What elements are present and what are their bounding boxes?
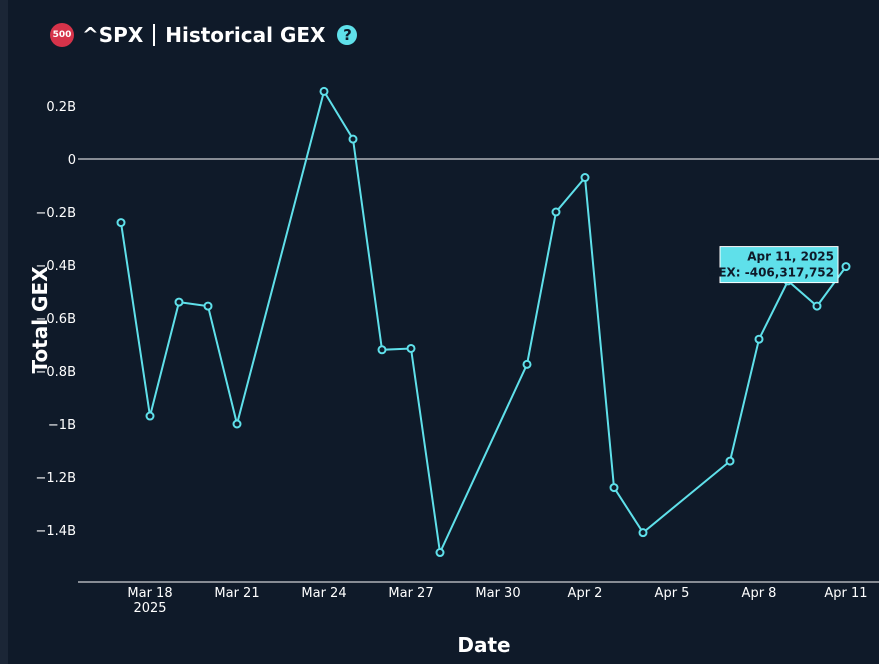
header-divider <box>153 24 156 46</box>
chart-header: 500 ^SPX Historical GEX ? <box>50 20 358 50</box>
data-point-marker[interactable] <box>116 218 126 228</box>
tooltip-box <box>719 246 839 284</box>
data-point-marker[interactable] <box>348 134 358 144</box>
y-tick-label: −1.4B <box>36 524 77 539</box>
chart-title: Historical GEX <box>165 23 326 47</box>
x-tick-label: Mar 24 <box>301 586 346 601</box>
x-tick-label: Mar 27 <box>388 586 433 601</box>
question-circle-icon[interactable]: ? <box>337 25 358 45</box>
data-point-marker[interactable] <box>551 207 561 217</box>
x-tick-label: Mar 30 <box>475 586 520 601</box>
y-tick-label: −0.2B <box>36 206 77 221</box>
x-tick-label: Mar 21 <box>214 586 259 601</box>
x-tick-label: Apr 2 <box>568 586 603 601</box>
y-axis-title: Total GEX <box>28 266 52 374</box>
x-tick-label: Apr 11 <box>824 586 867 601</box>
data-point-marker[interactable] <box>377 345 387 355</box>
gex-series-markers[interactable] <box>116 86 851 558</box>
x-tick-label: Apr 8 <box>742 586 777 601</box>
left-rail <box>0 0 8 664</box>
data-point-marker[interactable] <box>580 173 590 183</box>
y-tick-label: 0 <box>68 153 76 168</box>
data-point-marker[interactable] <box>406 343 416 353</box>
y-tick-label: −0.4B <box>36 259 77 274</box>
sp500-badge: 500 <box>50 23 74 47</box>
data-point-marker[interactable] <box>522 359 532 369</box>
hover-tooltip: Apr 11, 2025 GEX: -406,317,752 <box>708 246 839 284</box>
x-tick-label: Mar 18 <box>127 586 172 601</box>
tooltip-value: GEX: -406,317,752 <box>708 266 834 280</box>
y-tick-label: −0.8B <box>36 365 77 380</box>
x-tick-sublabel: 2025 <box>133 601 166 616</box>
ticker-symbol: ^SPX <box>82 23 144 47</box>
data-point-marker[interactable] <box>203 301 213 311</box>
data-point-marker[interactable] <box>174 297 184 307</box>
data-point-marker[interactable] <box>812 301 822 311</box>
data-point-marker[interactable] <box>725 456 735 466</box>
tooltip-date: Apr 11, 2025 <box>747 250 834 264</box>
y-tick-label: 0.2B <box>46 100 76 115</box>
gex-series-line <box>120 88 847 556</box>
data-point-marker[interactable] <box>319 86 329 96</box>
data-point-marker[interactable] <box>435 548 445 558</box>
data-point-marker[interactable] <box>232 419 242 429</box>
y-tick-label: −1B <box>48 418 76 433</box>
data-point-marker[interactable] <box>841 262 851 272</box>
y-tick-label: −0.6B <box>36 312 77 327</box>
x-tick-label: Apr 5 <box>655 586 690 601</box>
data-point-marker[interactable] <box>638 528 648 538</box>
y-tick-label: −1.2B <box>36 471 77 486</box>
data-point-marker[interactable] <box>609 483 619 493</box>
x-axis-title: Date <box>457 633 510 657</box>
data-point-marker[interactable] <box>145 411 155 421</box>
data-point-marker[interactable] <box>754 334 764 344</box>
y-axis-ticks: 0.2B 0 −0.2B −0.4B −0.6B −0.8B −1B −1.2B −1.4B <box>36 100 77 539</box>
